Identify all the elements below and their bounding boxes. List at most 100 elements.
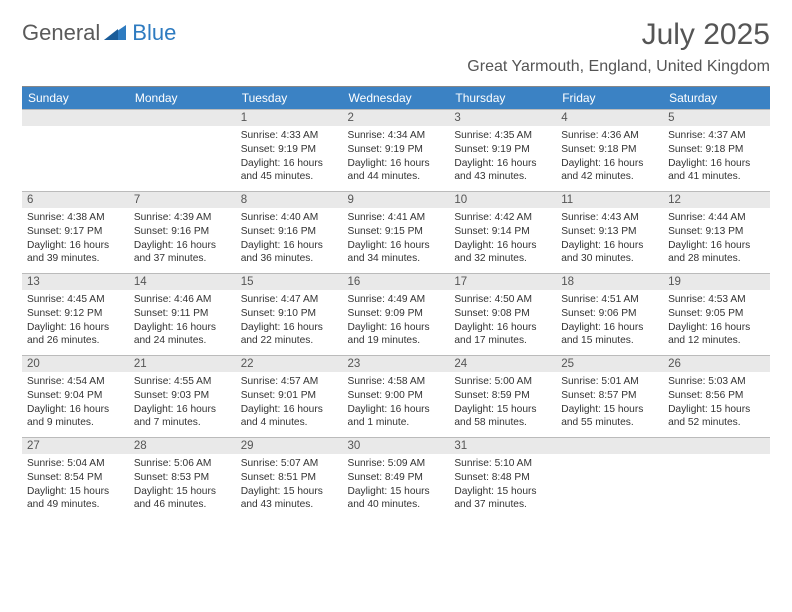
calendar-week-row: 20Sunrise: 4:54 AMSunset: 9:04 PMDayligh…: [22, 355, 770, 437]
day-details: Sunrise: 5:03 AMSunset: 8:56 PMDaylight:…: [663, 372, 770, 434]
day-number: 2: [343, 109, 450, 126]
day-number: 8: [236, 191, 343, 208]
day-details: Sunrise: 4:57 AMSunset: 9:01 PMDaylight:…: [236, 372, 343, 434]
sunrise-text: Sunrise: 5:06 AM: [134, 457, 231, 471]
weekday-header: Tuesday: [236, 87, 343, 110]
calendar-empty-cell: [663, 437, 770, 519]
calendar-day-cell: 29Sunrise: 5:07 AMSunset: 8:51 PMDayligh…: [236, 437, 343, 519]
day-number: 21: [129, 355, 236, 372]
calendar-day-cell: 31Sunrise: 5:10 AMSunset: 8:48 PMDayligh…: [449, 437, 556, 519]
day-number: 29: [236, 437, 343, 454]
day-details: Sunrise: 4:42 AMSunset: 9:14 PMDaylight:…: [449, 208, 556, 270]
daylight-text: Daylight: 15 hours and 55 minutes.: [561, 403, 658, 431]
day-details: Sunrise: 4:58 AMSunset: 9:00 PMDaylight:…: [343, 372, 450, 434]
calendar-day-cell: 22Sunrise: 4:57 AMSunset: 9:01 PMDayligh…: [236, 355, 343, 437]
sunrise-text: Sunrise: 4:41 AM: [348, 211, 445, 225]
weekday-header: Friday: [556, 87, 663, 110]
daylight-text: Daylight: 15 hours and 49 minutes.: [27, 485, 124, 513]
day-details: Sunrise: 4:38 AMSunset: 9:17 PMDaylight:…: [22, 208, 129, 270]
weekday-header: Thursday: [449, 87, 556, 110]
daylight-text: Daylight: 16 hours and 15 minutes.: [561, 321, 658, 349]
daylight-text: Daylight: 15 hours and 52 minutes.: [668, 403, 765, 431]
sunset-text: Sunset: 9:10 PM: [241, 307, 338, 321]
sunrise-text: Sunrise: 5:00 AM: [454, 375, 551, 389]
title-block: July 2025: [642, 18, 770, 52]
day-number: 13: [22, 273, 129, 290]
calendar-week-row: 1Sunrise: 4:33 AMSunset: 9:19 PMDaylight…: [22, 109, 770, 191]
day-details: Sunrise: 4:55 AMSunset: 9:03 PMDaylight:…: [129, 372, 236, 434]
daylight-text: Daylight: 16 hours and 37 minutes.: [134, 239, 231, 267]
sunset-text: Sunset: 9:16 PM: [241, 225, 338, 239]
day-details: Sunrise: 4:43 AMSunset: 9:13 PMDaylight:…: [556, 208, 663, 270]
sunset-text: Sunset: 9:06 PM: [561, 307, 658, 321]
day-number: 31: [449, 437, 556, 454]
weekday-header: Monday: [129, 87, 236, 110]
sunrise-text: Sunrise: 4:43 AM: [561, 211, 658, 225]
sunset-text: Sunset: 9:04 PM: [27, 389, 124, 403]
daylight-text: Daylight: 16 hours and 9 minutes.: [27, 403, 124, 431]
calendar-day-cell: 7Sunrise: 4:39 AMSunset: 9:16 PMDaylight…: [129, 191, 236, 273]
day-details: Sunrise: 4:47 AMSunset: 9:10 PMDaylight:…: [236, 290, 343, 352]
sunset-text: Sunset: 9:00 PM: [348, 389, 445, 403]
calendar-week-row: 13Sunrise: 4:45 AMSunset: 9:12 PMDayligh…: [22, 273, 770, 355]
day-details: Sunrise: 5:09 AMSunset: 8:49 PMDaylight:…: [343, 454, 450, 516]
daylight-text: Daylight: 15 hours and 46 minutes.: [134, 485, 231, 513]
calendar-empty-cell: [22, 109, 129, 191]
sunset-text: Sunset: 9:18 PM: [561, 143, 658, 157]
calendar-header: SundayMondayTuesdayWednesdayThursdayFrid…: [22, 87, 770, 110]
sunrise-text: Sunrise: 4:34 AM: [348, 129, 445, 143]
day-details: Sunrise: 4:37 AMSunset: 9:18 PMDaylight:…: [663, 126, 770, 188]
sunset-text: Sunset: 9:18 PM: [668, 143, 765, 157]
calendar-day-cell: 1Sunrise: 4:33 AMSunset: 9:19 PMDaylight…: [236, 109, 343, 191]
daylight-text: Daylight: 16 hours and 4 minutes.: [241, 403, 338, 431]
brand-logo: General Blue: [22, 20, 176, 46]
calendar-empty-cell: [129, 109, 236, 191]
sunrise-text: Sunrise: 4:53 AM: [668, 293, 765, 307]
daylight-text: Daylight: 16 hours and 41 minutes.: [668, 157, 765, 185]
day-details: Sunrise: 4:51 AMSunset: 9:06 PMDaylight:…: [556, 290, 663, 352]
calendar-day-cell: 6Sunrise: 4:38 AMSunset: 9:17 PMDaylight…: [22, 191, 129, 273]
sunset-text: Sunset: 8:53 PM: [134, 471, 231, 485]
day-number: 1: [236, 109, 343, 126]
sunrise-text: Sunrise: 5:03 AM: [668, 375, 765, 389]
day-number: 23: [343, 355, 450, 372]
daylight-text: Daylight: 16 hours and 45 minutes.: [241, 157, 338, 185]
calendar-day-cell: 16Sunrise: 4:49 AMSunset: 9:09 PMDayligh…: [343, 273, 450, 355]
daylight-text: Daylight: 16 hours and 36 minutes.: [241, 239, 338, 267]
day-details: Sunrise: 4:46 AMSunset: 9:11 PMDaylight:…: [129, 290, 236, 352]
day-details: Sunrise: 4:39 AMSunset: 9:16 PMDaylight:…: [129, 208, 236, 270]
day-details: Sunrise: 4:50 AMSunset: 9:08 PMDaylight:…: [449, 290, 556, 352]
sunrise-text: Sunrise: 4:54 AM: [27, 375, 124, 389]
sunrise-text: Sunrise: 4:47 AM: [241, 293, 338, 307]
daylight-text: Daylight: 16 hours and 34 minutes.: [348, 239, 445, 267]
daylight-text: Daylight: 15 hours and 43 minutes.: [241, 485, 338, 513]
sunrise-text: Sunrise: 4:44 AM: [668, 211, 765, 225]
daylight-text: Daylight: 16 hours and 24 minutes.: [134, 321, 231, 349]
daylight-text: Daylight: 16 hours and 17 minutes.: [454, 321, 551, 349]
day-details: Sunrise: 5:06 AMSunset: 8:53 PMDaylight:…: [129, 454, 236, 516]
day-number: 14: [129, 273, 236, 290]
calendar-day-cell: 4Sunrise: 4:36 AMSunset: 9:18 PMDaylight…: [556, 109, 663, 191]
day-details: Sunrise: 4:35 AMSunset: 9:19 PMDaylight:…: [449, 126, 556, 188]
calendar-day-cell: 28Sunrise: 5:06 AMSunset: 8:53 PMDayligh…: [129, 437, 236, 519]
daylight-text: Daylight: 16 hours and 39 minutes.: [27, 239, 124, 267]
daylight-text: Daylight: 15 hours and 40 minutes.: [348, 485, 445, 513]
sunset-text: Sunset: 8:49 PM: [348, 471, 445, 485]
sunrise-text: Sunrise: 4:40 AM: [241, 211, 338, 225]
day-details: Sunrise: 4:33 AMSunset: 9:19 PMDaylight:…: [236, 126, 343, 188]
calendar-body: 1Sunrise: 4:33 AMSunset: 9:19 PMDaylight…: [22, 109, 770, 519]
calendar-week-row: 27Sunrise: 5:04 AMSunset: 8:54 PMDayligh…: [22, 437, 770, 519]
day-details: Sunrise: 4:44 AMSunset: 9:13 PMDaylight:…: [663, 208, 770, 270]
sunset-text: Sunset: 9:14 PM: [454, 225, 551, 239]
calendar-day-cell: 9Sunrise: 4:41 AMSunset: 9:15 PMDaylight…: [343, 191, 450, 273]
sunset-text: Sunset: 9:13 PM: [561, 225, 658, 239]
sunrise-text: Sunrise: 5:01 AM: [561, 375, 658, 389]
sunrise-text: Sunrise: 5:09 AM: [348, 457, 445, 471]
sunrise-text: Sunrise: 5:07 AM: [241, 457, 338, 471]
sunset-text: Sunset: 8:56 PM: [668, 389, 765, 403]
day-number: [22, 109, 129, 126]
day-number: 15: [236, 273, 343, 290]
day-details: Sunrise: 5:07 AMSunset: 8:51 PMDaylight:…: [236, 454, 343, 516]
day-number: 18: [556, 273, 663, 290]
sunset-text: Sunset: 9:08 PM: [454, 307, 551, 321]
